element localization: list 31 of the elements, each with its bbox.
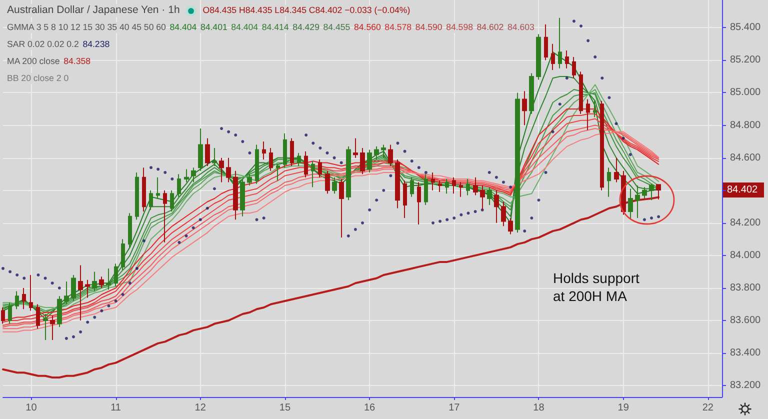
annotation: 84.358	[64, 56, 91, 67]
y-tick-label: 84.200	[730, 217, 762, 228]
annotation: 84.402	[727, 184, 758, 196]
annotation: BB 20 close 2 0	[7, 73, 69, 84]
x-tick-label: 17	[448, 402, 460, 414]
y-tick-label: 85.000	[730, 87, 762, 98]
x-tick-label: 10	[26, 402, 38, 414]
annotation: GMMA 3 5 8 10 12 15 30 35 40 45 50 60	[7, 22, 166, 33]
y-tick-label: 84.800	[730, 120, 762, 131]
x-tick-label: 15	[279, 402, 291, 414]
y-tick-label: 83.400	[730, 348, 762, 359]
y-tick-label: 84.000	[730, 250, 762, 261]
x-tick-label: 12	[194, 402, 206, 414]
x-tick-label: 11	[110, 402, 122, 414]
annotation: SAR 0.02 0.02 0.2	[7, 39, 79, 50]
y-tick-label: 83.600	[730, 315, 762, 326]
x-tick-label: 18	[533, 402, 545, 414]
y-tick-label: 83.200	[730, 380, 762, 392]
text: 84.404 84.401 84.404 84.414 84.429 84.455 84.560 84.578 84.590 84.598 84.602 84.603	[170, 22, 534, 32]
chart-title: Australian Dollar / Japanese Yen · 1h	[7, 4, 180, 17]
x-tick-label: 19	[618, 402, 630, 414]
y-tick-label: 83.800	[730, 282, 762, 294]
annotation: 84.238	[82, 39, 110, 50]
x-tick-label: 16	[364, 402, 376, 414]
x-tick-label: 22	[702, 402, 714, 414]
annotation: Holds support at 200H MA	[553, 270, 640, 304]
y-tick-label: 85.400	[730, 22, 762, 34]
annotation: MA 200 close	[7, 56, 60, 67]
annotation: O84.435 H84.435 L84.345 C84.402 −0.033 (−0.04%)	[202, 5, 410, 16]
y-tick-label: 85.200	[730, 54, 762, 66]
y-tick-label: 84.600	[730, 152, 762, 164]
